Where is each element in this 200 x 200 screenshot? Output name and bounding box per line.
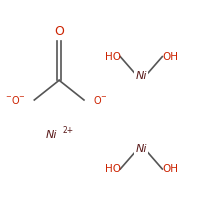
Text: O$^{-}$: O$^{-}$ bbox=[93, 94, 107, 106]
Text: OH: OH bbox=[162, 52, 178, 62]
Text: Ni: Ni bbox=[136, 71, 147, 81]
Text: 2+: 2+ bbox=[62, 126, 73, 135]
Text: $^{-}$O$^{-}$: $^{-}$O$^{-}$ bbox=[5, 94, 26, 106]
Text: OH: OH bbox=[162, 164, 178, 174]
Text: O: O bbox=[54, 25, 64, 38]
Text: HO: HO bbox=[105, 52, 121, 62]
Text: Ni: Ni bbox=[46, 130, 57, 140]
Text: HO: HO bbox=[105, 164, 121, 174]
Text: Ni: Ni bbox=[136, 144, 147, 154]
